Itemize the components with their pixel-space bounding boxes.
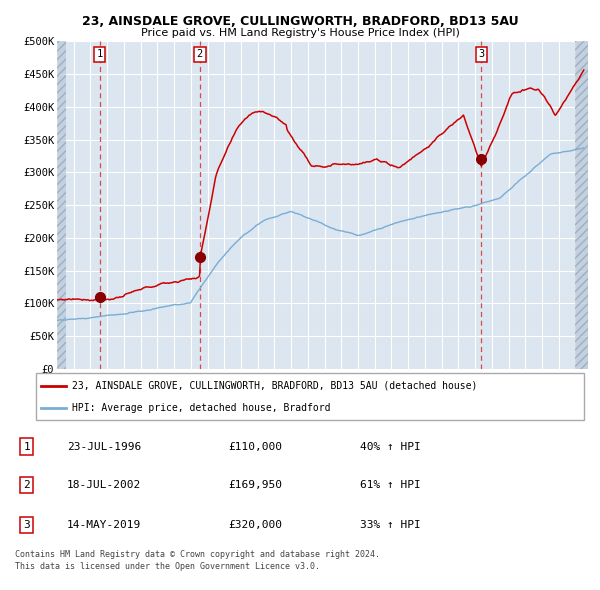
FancyBboxPatch shape <box>36 373 584 420</box>
Text: £169,950: £169,950 <box>228 480 282 490</box>
Text: 61% ↑ HPI: 61% ↑ HPI <box>361 480 421 490</box>
Text: 1: 1 <box>23 441 31 451</box>
Bar <box>575 41 588 369</box>
Text: 23, AINSDALE GROVE, CULLINGWORTH, BRADFORD, BD13 5AU: 23, AINSDALE GROVE, CULLINGWORTH, BRADFO… <box>82 15 518 28</box>
Text: Price paid vs. HM Land Registry's House Price Index (HPI): Price paid vs. HM Land Registry's House … <box>140 28 460 38</box>
Text: 2: 2 <box>197 50 203 60</box>
Text: This data is licensed under the Open Government Licence v3.0.: This data is licensed under the Open Gov… <box>15 562 320 571</box>
Text: 33% ↑ HPI: 33% ↑ HPI <box>361 520 421 530</box>
Text: 23-JUL-1996: 23-JUL-1996 <box>67 441 141 451</box>
Text: £320,000: £320,000 <box>228 520 282 530</box>
Bar <box>57 41 66 369</box>
Text: 14-MAY-2019: 14-MAY-2019 <box>67 520 141 530</box>
Text: 2: 2 <box>23 480 31 490</box>
Text: 23, AINSDALE GROVE, CULLINGWORTH, BRADFORD, BD13 5AU (detached house): 23, AINSDALE GROVE, CULLINGWORTH, BRADFO… <box>72 381 477 391</box>
Text: Contains HM Land Registry data © Crown copyright and database right 2024.: Contains HM Land Registry data © Crown c… <box>15 550 380 559</box>
Text: 40% ↑ HPI: 40% ↑ HPI <box>361 441 421 451</box>
Text: 3: 3 <box>478 50 484 60</box>
Text: 1: 1 <box>97 50 103 60</box>
Bar <box>575 41 588 369</box>
Bar <box>57 41 66 369</box>
Text: 3: 3 <box>23 520 31 530</box>
Text: £110,000: £110,000 <box>228 441 282 451</box>
Text: 18-JUL-2002: 18-JUL-2002 <box>67 480 141 490</box>
Text: HPI: Average price, detached house, Bradford: HPI: Average price, detached house, Brad… <box>72 403 331 413</box>
